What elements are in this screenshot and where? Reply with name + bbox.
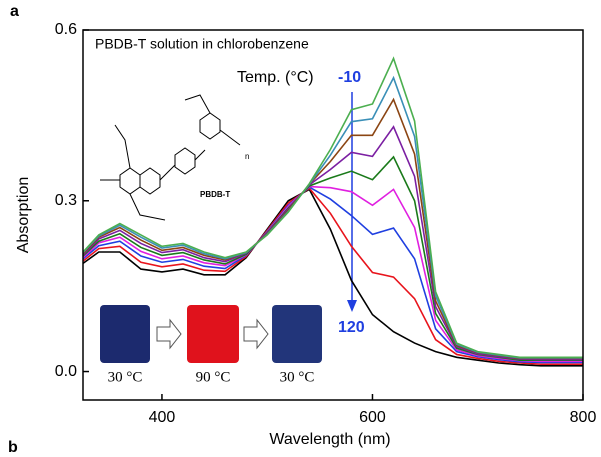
panel-label: a [10,3,19,20]
molecule [100,94,241,221]
x-tick-label: 400 [149,409,176,426]
spectrum-line [82,185,583,363]
spectrum-line [82,187,583,365]
spectrum-line [82,97,583,360]
molecule-label: n [245,152,249,161]
arrow-head [347,300,357,312]
vial [187,305,239,363]
x-tick-label: 600 [359,409,386,426]
annotation: -10 [338,69,361,86]
y-tick-label: 0.6 [55,21,77,38]
arrow [156,318,182,350]
annotation: Temp. (°C) [237,69,314,86]
vial-label: 90 °C [196,369,231,385]
x-tick-label: 800 [570,409,597,426]
spectrum-line [82,125,583,361]
vial-label: 30 °C [280,369,315,385]
vial [272,305,322,363]
spectrum-line [82,186,583,364]
plot-frame [82,29,584,401]
molecule-label: PBDB-T [200,190,230,199]
annotation: 120 [338,319,365,336]
vial [100,305,150,363]
spectrum-line [82,56,583,359]
y-tick-label: 0.3 [55,192,77,209]
annotation: PBDB-T solution in chlorobenzene [95,36,309,52]
arrow [243,318,269,350]
y-axis-title: Absorption [15,177,32,254]
spectrum-line [82,188,583,367]
x-axis-title: Wavelength (nm) [269,431,390,448]
panel-label: b [8,439,18,456]
vial-label: 30 °C [108,369,143,385]
y-tick-label: 0.0 [55,363,77,380]
